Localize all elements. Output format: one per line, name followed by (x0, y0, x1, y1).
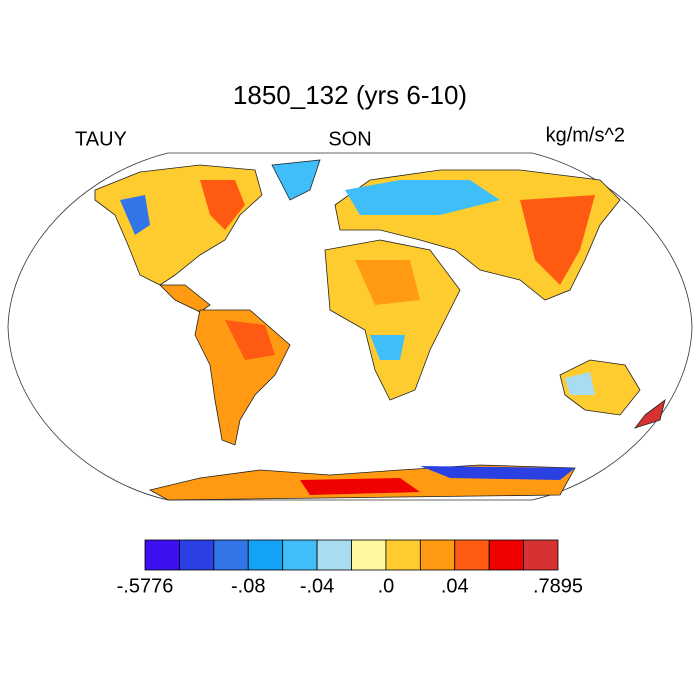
africa-blue (370, 335, 405, 360)
eurasia-red (520, 195, 595, 285)
central-america (159, 284, 211, 313)
colorbar-box (488, 539, 524, 571)
colorbar-box (385, 539, 421, 571)
africa (324, 239, 461, 401)
units-label: kg/m/s^2 (546, 124, 625, 146)
colorbar-box (213, 539, 249, 571)
colorbar-box (316, 539, 352, 571)
colorbar-label: .0 (378, 575, 395, 597)
colorbar-label: -.08 (231, 575, 265, 597)
map (7, 152, 693, 501)
north-america-blue (120, 195, 150, 235)
colorbar-box (523, 539, 559, 571)
antarctica-red (300, 478, 420, 495)
colorbar-label: -.5776 (117, 575, 174, 597)
colorbar-box (454, 539, 490, 571)
colorbar-label: -.04 (300, 575, 334, 597)
greenland (271, 159, 321, 201)
australia (559, 359, 641, 416)
colorbar-box (419, 539, 456, 571)
colorbar-label: .7895 (533, 575, 583, 597)
colorbar-label: .04 (441, 575, 469, 597)
new-zealand (633, 399, 666, 429)
antarctica-blue (420, 466, 575, 480)
season-label: SON (328, 128, 371, 150)
australia-blue (565, 372, 595, 395)
south-america-red (225, 320, 275, 360)
north-america-red (200, 180, 245, 230)
africa-red (355, 260, 420, 305)
colorbar-box (351, 539, 387, 571)
colorbar-box (247, 539, 284, 571)
colorbar-box (179, 539, 215, 571)
colorbar: -.5776 -.08 -.04 .0 .04 .7895 (117, 539, 583, 597)
variable-label: TAUY (75, 128, 127, 150)
colorbar-box (144, 539, 180, 571)
title: 1850_132 (yrs 6-10) (233, 80, 467, 110)
colorbar-box (282, 539, 318, 571)
eurasia-blue (345, 180, 500, 215)
